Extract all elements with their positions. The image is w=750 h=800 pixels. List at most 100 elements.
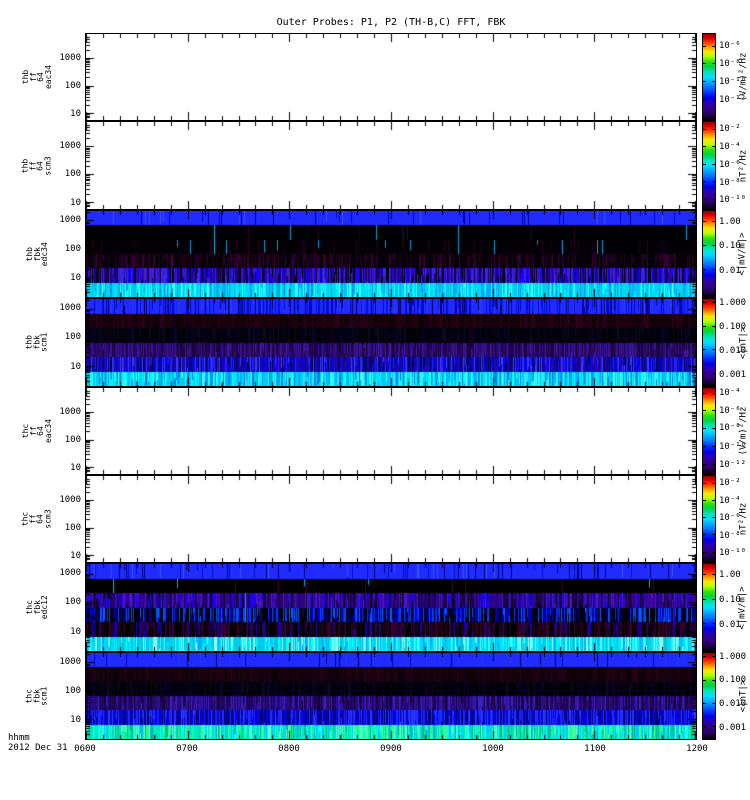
colorbar-unit-thb-ff-64-eac34: (V/m)²/Hz (736, 33, 750, 121)
y-tick-label: 100 (64, 522, 81, 533)
colorbar-tick-label: 10⁻¹⁰ (719, 77, 747, 88)
colorbar-tick (703, 245, 706, 246)
colorbar-tick (703, 373, 706, 374)
colorbar-unit-thc-ff-64-eac34: (V/m)²/Hz (736, 387, 750, 475)
spectrogram-panel-thb-fbk-edc34 (85, 210, 697, 298)
colorbar-tick-label: 0.10 (719, 594, 741, 605)
colorbar-tick-label: 1.00 (719, 569, 741, 580)
spectrogram-canvas-thb-ff-64-scm3 (86, 122, 696, 209)
colorbar-unit-text: <|mV/m|> (738, 232, 749, 276)
colorbar-tick (712, 410, 715, 411)
panel-label-thc-ff-64-eac34: thc ff 64 eac34 (12, 387, 62, 475)
colorbar-tick (712, 63, 715, 64)
colorbar-tick (703, 326, 706, 327)
y-tick-label: 10 (70, 550, 81, 561)
colorbar-tick (712, 146, 715, 147)
colorbar-unit-text: <|nT|> (738, 679, 749, 713)
colorbar-tick-label: 10⁻⁶ (719, 405, 741, 416)
x-tick-label: 0900 (380, 744, 402, 754)
colorbar-tick (703, 500, 706, 501)
y-tick-label: 10 (70, 626, 81, 637)
colorbar-tick-label: 10⁻⁴ (719, 141, 741, 152)
spectrogram-canvas-thc-ff-64-eac34 (86, 388, 696, 474)
y-tick-label: 1000 (59, 494, 81, 505)
spectrogram-canvas-thb-ff-64-eac34 (86, 34, 696, 120)
colorbar-tick (703, 81, 706, 82)
colorbar-tick-label: 0.010 (719, 345, 747, 356)
colorbar-tick (703, 410, 706, 411)
y-tick-label: 100 (64, 243, 81, 254)
colorbar-tick-label: 10⁻¹² (719, 95, 747, 105)
colorbar-thb-ff-64-scm3 (702, 121, 716, 210)
colorbar-thb-fbk-scm1 (702, 298, 716, 387)
spectrogram-panel-thc-fbk-edc12 (85, 563, 697, 652)
y-tick-label: 1000 (59, 406, 81, 417)
colorbar-tick (712, 393, 715, 394)
y-tick-label: 100 (64, 597, 81, 608)
colorbar-tick-label: 10⁻² (719, 478, 741, 489)
colorbar-tick-label: 10⁻¹⁰ (719, 548, 747, 559)
colorbar-tick-label: 0.01 (719, 619, 741, 630)
colorbar-tick (703, 574, 706, 575)
colorbar-tick (712, 552, 715, 553)
colorbar-tick (703, 221, 706, 222)
colorbar-unit-text: nT²/Hz (738, 502, 749, 536)
y-tick-label: 10 (70, 108, 81, 119)
colorbar-tick (703, 464, 706, 465)
colorbar-unit-thb-fbk-edc34: <|mV/m|> (736, 210, 750, 298)
colorbar-tick-label: 1.000 (719, 297, 747, 308)
colorbar-tick (712, 46, 715, 47)
spectrogram-canvas-thc-ff-64-scm3 (86, 476, 696, 562)
x-axis-date-label: 2012 Dec 31 (8, 743, 68, 753)
colorbar-tick (712, 99, 715, 100)
colorbar-tick (703, 483, 706, 484)
y-tick-label: 100 (64, 80, 81, 91)
colorbar-tick (712, 164, 715, 165)
y-tick-label: 10 (70, 197, 81, 208)
spectrogram-panel-thc-fbk-scm1 (85, 652, 697, 740)
x-tick-label: 0600 (74, 744, 96, 754)
colorbar-tick (703, 146, 706, 147)
colorbar-tick (703, 428, 706, 429)
colorbar-tick (703, 656, 706, 657)
colorbar-tick (712, 726, 715, 727)
colorbar-unit-thb-ff-64-scm3: nT²/Hz (736, 121, 750, 210)
x-tick-label: 0800 (278, 744, 300, 754)
spectrogram-canvas-thc-fbk-scm1 (86, 653, 696, 739)
x-axis-time-format-label: hhmm (8, 733, 30, 743)
y-tick-label: 100 (64, 685, 81, 696)
colorbar-tick (703, 302, 706, 303)
colorbar-tick (712, 81, 715, 82)
colorbar-tick (703, 393, 706, 394)
colorbar-tick (712, 221, 715, 222)
spectrogram-panel-thc-ff-64-scm3 (85, 475, 697, 563)
colorbar-tick-label: 0.01 (719, 265, 741, 276)
colorbar-tick (703, 129, 706, 130)
x-tick-label: 1200 (686, 744, 708, 754)
colorbar-tick-label: 10⁻⁶ (719, 41, 741, 52)
colorbar-tick (703, 680, 706, 681)
colorbar-tick (703, 552, 706, 553)
colorbar-unit-text: (V/m)²/Hz (738, 406, 748, 456)
colorbar-tick (703, 199, 706, 200)
colorbar-tick (712, 656, 715, 657)
colorbar-tick-label: 10⁻⁸ (719, 177, 741, 188)
colorbar-tick-label: 10⁻⁴ (719, 388, 741, 399)
y-tick-label: 1000 (59, 52, 81, 63)
y-tick-label: 10 (70, 361, 81, 372)
colorbar-tick (712, 181, 715, 182)
y-tick-label: 10 (70, 272, 81, 283)
y-tick-label: 1000 (59, 567, 81, 578)
colorbar-tick (703, 46, 706, 47)
colorbar-tick-label: 0.100 (719, 675, 747, 686)
colorbar-tick-label: 10⁻² (719, 124, 741, 135)
colorbar-tick (712, 446, 715, 447)
x-tick-label: 1100 (584, 744, 606, 754)
colorbar-tick (712, 534, 715, 535)
colorbar-tick-label: 0.010 (719, 699, 747, 710)
colorbar-tick (712, 623, 715, 624)
colorbar-tick (712, 245, 715, 246)
colorbar-tick (703, 517, 706, 518)
y-tick-label: 100 (64, 434, 81, 445)
spectrogram-panel-thb-ff-64-eac34 (85, 33, 697, 121)
